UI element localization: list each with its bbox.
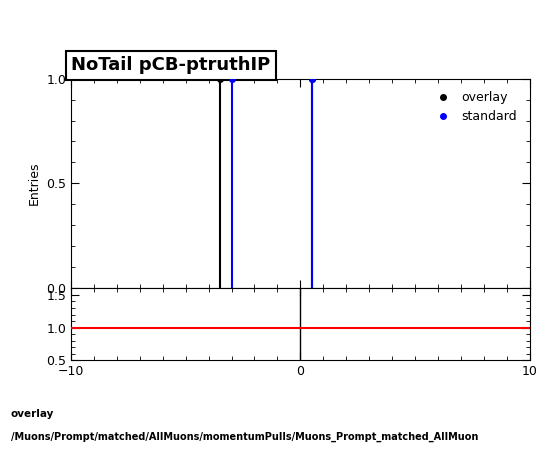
overlay bbox=[217, 76, 223, 81]
Line: standard: standard bbox=[229, 76, 314, 81]
Text: NoTail pCB-ptruthIP: NoTail pCB-ptruthIP bbox=[71, 56, 270, 74]
Text: /Muons/Prompt/matched/AllMuons/momentumPulls/Muons_Prompt_matched_AllMuon: /Muons/Prompt/matched/AllMuons/momentumP… bbox=[11, 432, 478, 442]
Y-axis label: Entries: Entries bbox=[27, 162, 40, 205]
Legend: overlay, standard: overlay, standard bbox=[424, 85, 524, 129]
standard bbox=[308, 76, 315, 81]
overlay bbox=[308, 76, 315, 81]
standard bbox=[228, 76, 235, 81]
Line: overlay: overlay bbox=[217, 76, 314, 81]
Text: overlay: overlay bbox=[11, 409, 54, 419]
